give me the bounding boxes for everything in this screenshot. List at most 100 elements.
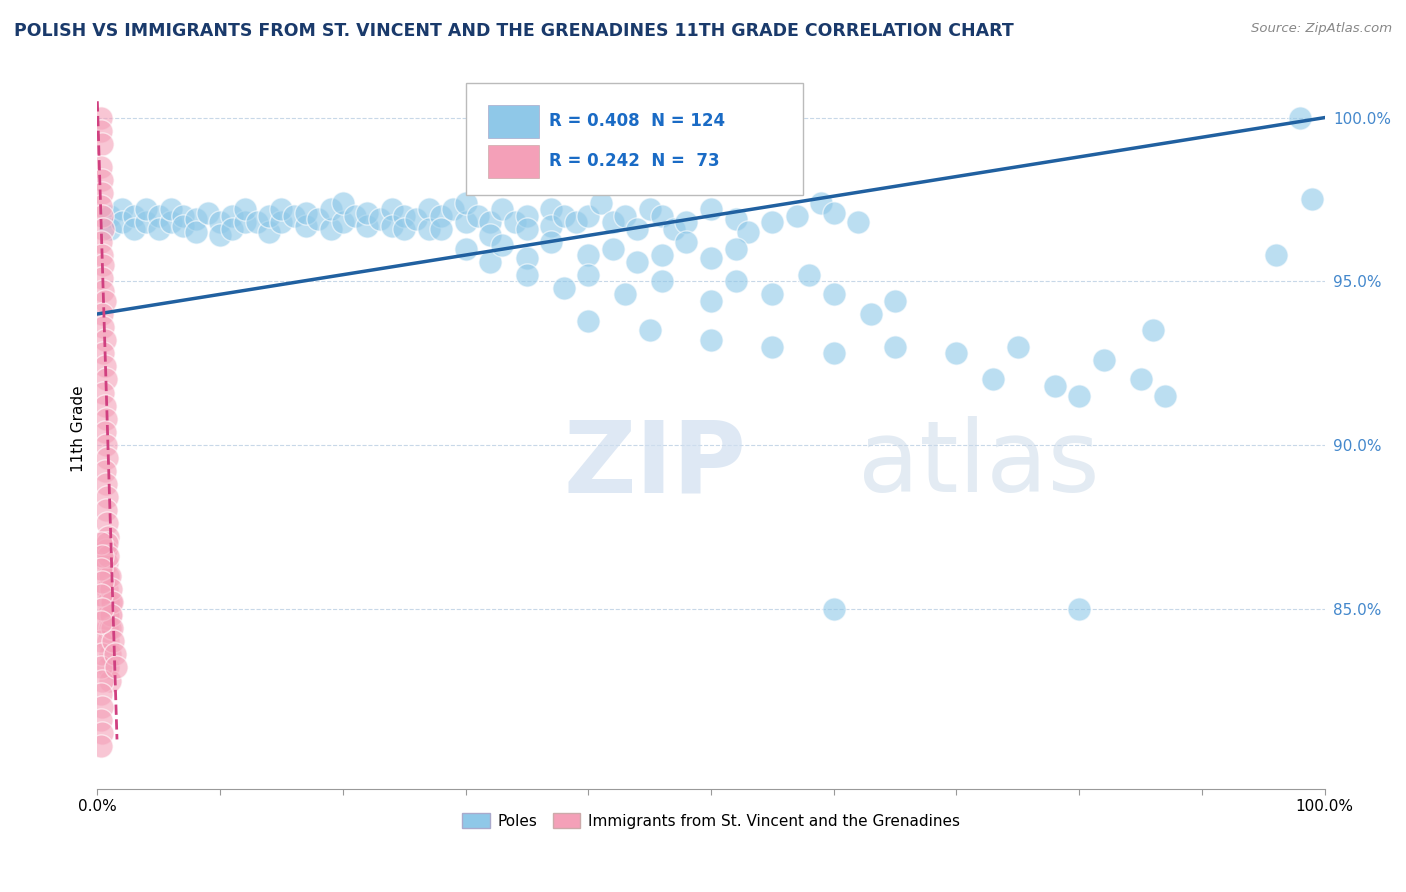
Point xyxy=(700,202,723,217)
Point xyxy=(454,242,477,256)
Point xyxy=(516,268,538,282)
Point xyxy=(184,225,207,239)
Point xyxy=(823,346,845,360)
Point xyxy=(540,219,562,233)
Point xyxy=(91,307,114,321)
Point xyxy=(90,111,112,125)
Point xyxy=(103,648,125,662)
Point xyxy=(540,235,562,249)
Point xyxy=(981,372,1004,386)
Point xyxy=(148,222,170,236)
Point xyxy=(135,202,157,217)
Text: Source: ZipAtlas.com: Source: ZipAtlas.com xyxy=(1251,22,1392,36)
Point xyxy=(700,293,723,308)
Point xyxy=(90,713,112,727)
Point xyxy=(332,215,354,229)
Point xyxy=(368,212,391,227)
Point xyxy=(332,195,354,210)
Point xyxy=(97,529,120,543)
Point xyxy=(209,215,232,229)
Point xyxy=(111,202,134,217)
Point xyxy=(94,503,117,517)
Point xyxy=(430,209,453,223)
Point xyxy=(441,202,464,217)
Point xyxy=(90,687,112,701)
Point xyxy=(91,136,114,151)
Point xyxy=(295,219,318,233)
Point xyxy=(381,202,404,217)
Point xyxy=(565,215,588,229)
Point xyxy=(516,252,538,266)
Point xyxy=(737,225,759,239)
Point xyxy=(98,569,121,583)
Point xyxy=(257,209,280,223)
Point xyxy=(823,287,845,301)
Point xyxy=(540,202,562,217)
Point xyxy=(93,222,115,236)
Point xyxy=(859,307,882,321)
Point xyxy=(651,209,673,223)
Point xyxy=(91,726,114,740)
Point xyxy=(491,238,513,252)
Point xyxy=(418,202,440,217)
Point xyxy=(553,209,575,223)
Point xyxy=(103,634,125,648)
Point xyxy=(148,209,170,223)
FancyBboxPatch shape xyxy=(465,83,803,194)
Point xyxy=(94,542,117,557)
Point xyxy=(467,209,489,223)
Point xyxy=(90,660,112,674)
Point xyxy=(576,313,599,327)
Point xyxy=(96,490,118,504)
Point xyxy=(405,212,427,227)
Point xyxy=(93,425,115,439)
Point xyxy=(93,333,115,347)
Point xyxy=(1264,248,1286,262)
Point xyxy=(98,673,121,688)
Point xyxy=(233,215,256,229)
Point xyxy=(97,595,120,609)
Point xyxy=(90,739,112,753)
Point xyxy=(454,195,477,210)
Point xyxy=(90,160,112,174)
Point xyxy=(94,438,117,452)
Point xyxy=(270,215,292,229)
Text: atlas: atlas xyxy=(858,416,1099,513)
Point xyxy=(94,477,117,491)
Point xyxy=(823,601,845,615)
Point xyxy=(104,660,127,674)
Point xyxy=(172,209,194,223)
Point xyxy=(614,287,637,301)
Point xyxy=(96,582,118,596)
Point xyxy=(91,271,114,285)
Point xyxy=(626,254,648,268)
Point xyxy=(392,209,415,223)
Text: POLISH VS IMMIGRANTS FROM ST. VINCENT AND THE GRENADINES 11TH GRADE CORRELATION : POLISH VS IMMIGRANTS FROM ST. VINCENT AN… xyxy=(14,22,1014,40)
Point xyxy=(356,205,378,219)
Point xyxy=(1289,111,1312,125)
Point xyxy=(98,209,121,223)
Point xyxy=(97,660,120,674)
Legend: Poles, Immigrants from St. Vincent and the Grenadines: Poles, Immigrants from St. Vincent and t… xyxy=(456,806,966,835)
Point xyxy=(184,212,207,227)
Point xyxy=(100,582,122,596)
Point xyxy=(503,215,526,229)
Point xyxy=(810,195,832,210)
Point xyxy=(91,601,114,615)
Point xyxy=(724,274,747,288)
Point xyxy=(1154,389,1177,403)
Point xyxy=(846,215,869,229)
Point xyxy=(96,536,118,550)
Point xyxy=(90,634,112,648)
Point xyxy=(98,648,121,662)
Point xyxy=(638,202,661,217)
Point xyxy=(101,595,124,609)
Point xyxy=(93,399,115,413)
Point xyxy=(651,274,673,288)
Point xyxy=(576,209,599,223)
Point xyxy=(122,209,145,223)
Text: ZIP: ZIP xyxy=(564,416,747,513)
Point xyxy=(589,195,612,210)
Point xyxy=(799,268,821,282)
Point xyxy=(1043,379,1066,393)
